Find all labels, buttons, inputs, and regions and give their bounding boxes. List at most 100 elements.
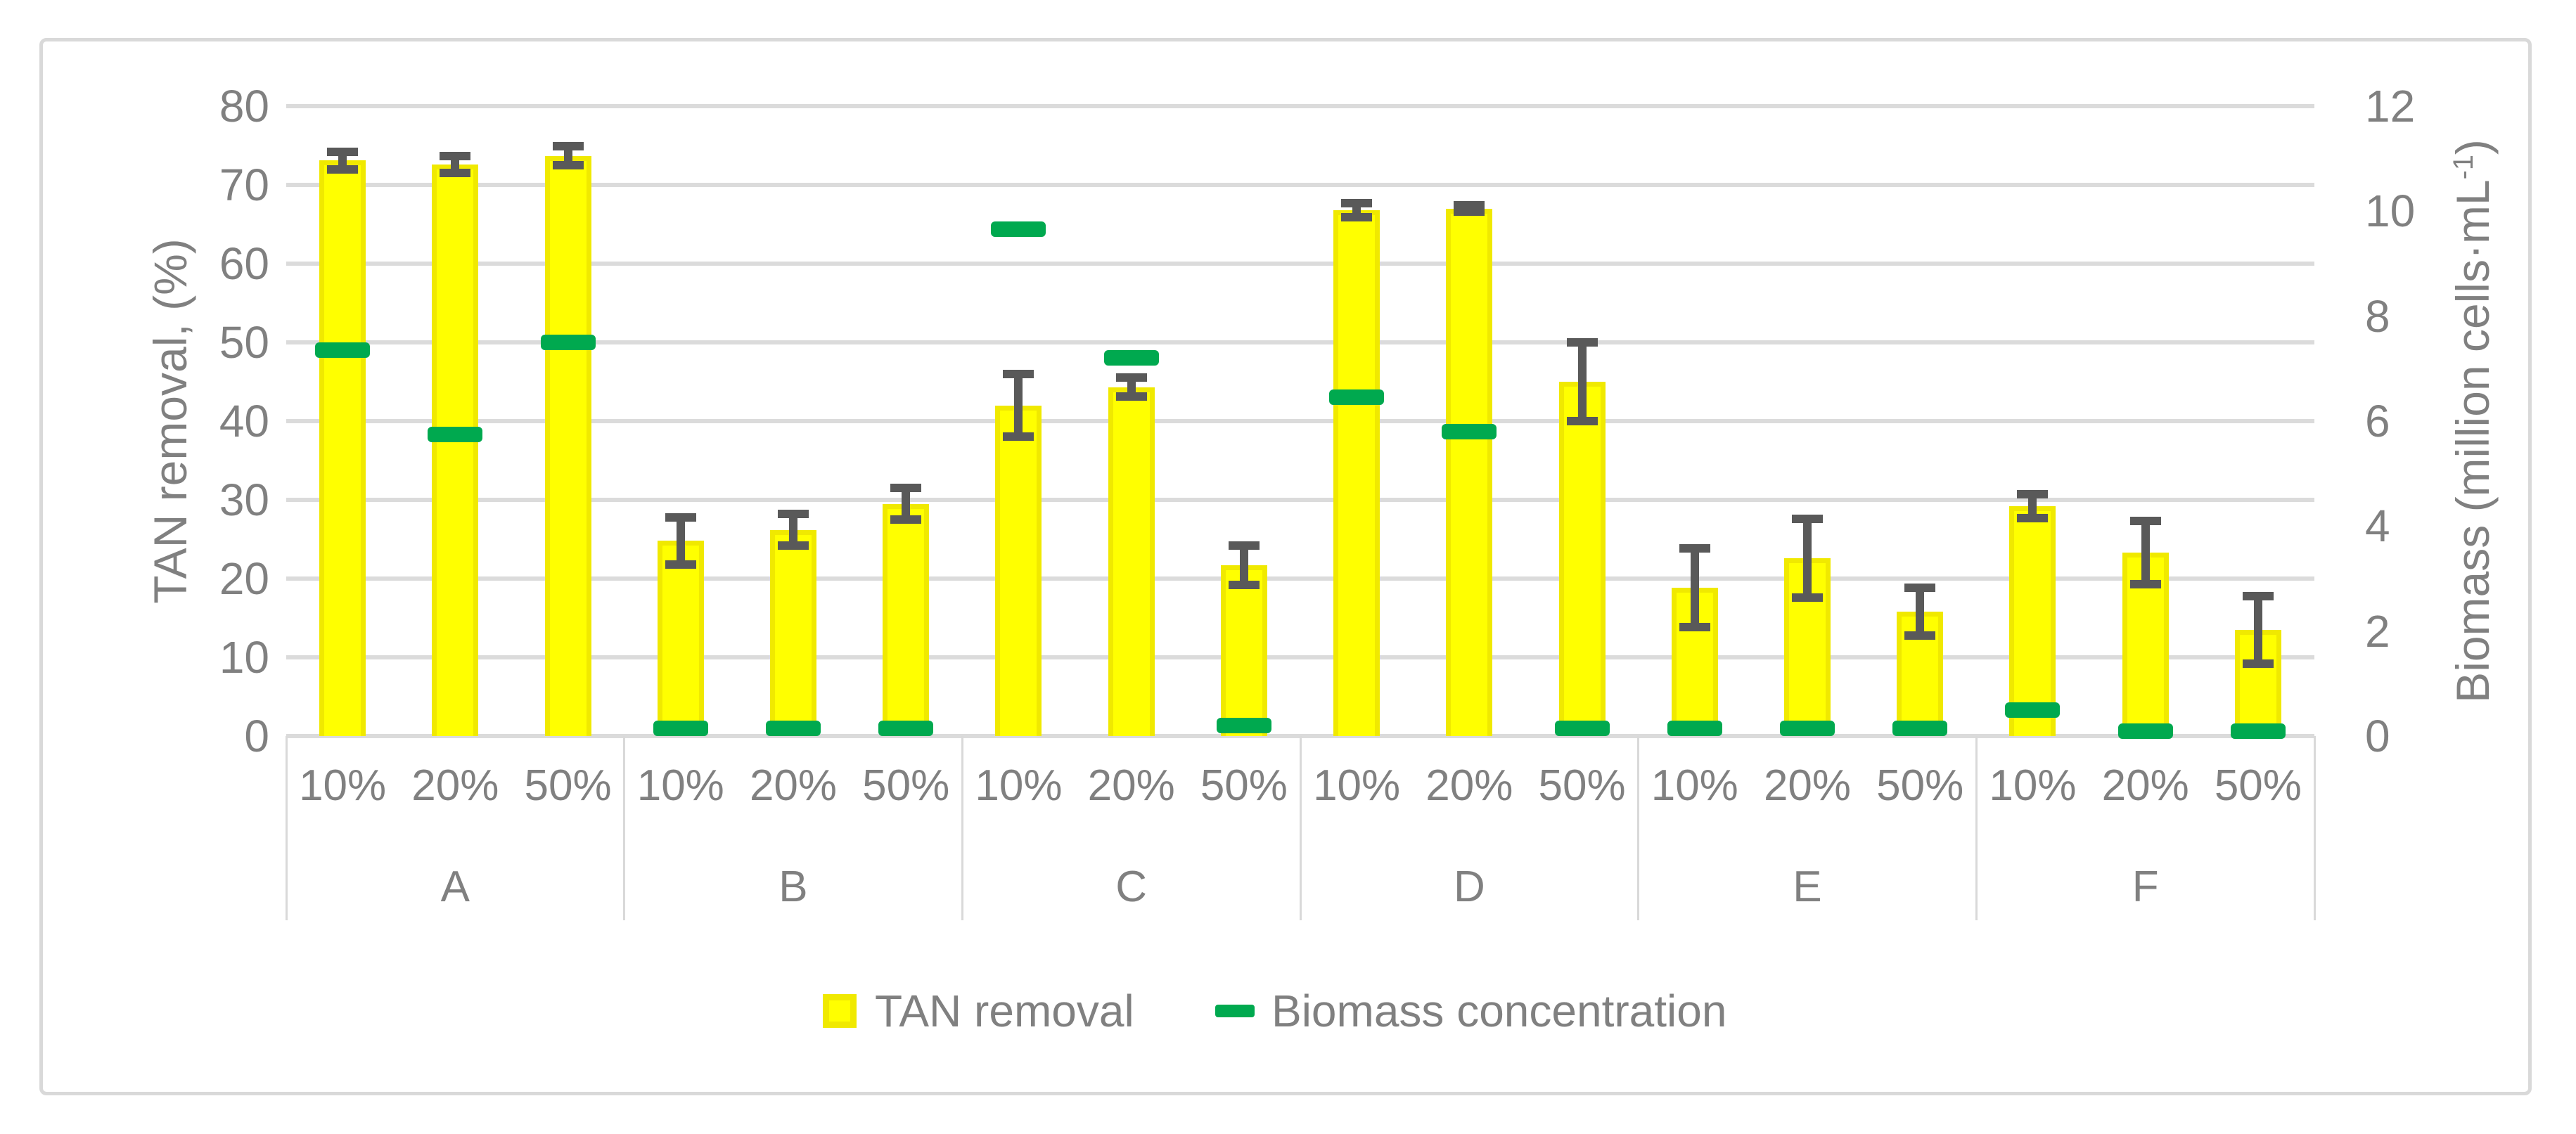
group-separator bbox=[961, 736, 963, 920]
error-bar-line-E-10% bbox=[1690, 548, 1699, 628]
biomass-dash-E-20% bbox=[1780, 720, 1835, 736]
gridline-20 bbox=[286, 576, 2314, 581]
category-label-D-10%: 10% bbox=[1313, 761, 1401, 810]
error-bar-cap-bottom-D-20% bbox=[1454, 207, 1485, 217]
category-label-E-10%: 10% bbox=[1651, 761, 1738, 810]
tan-removal-bar-B-20% bbox=[770, 529, 816, 736]
tan-removal-bar-D-50% bbox=[1558, 382, 1606, 736]
right-axis-tick-6: 6 bbox=[2365, 396, 2390, 446]
error-bar-cap-bottom-C-10% bbox=[1003, 432, 1034, 442]
group-label-F: F bbox=[2132, 863, 2159, 911]
error-bar-line-A-50% bbox=[563, 146, 572, 165]
tan-removal-bar-A-50% bbox=[544, 155, 591, 736]
category-label-A-10%: 10% bbox=[299, 761, 387, 810]
category-label-D-50%: 50% bbox=[1538, 761, 1626, 810]
error-bar-cap-top-E-20% bbox=[1792, 514, 1823, 523]
left-axis-tick-50: 50 bbox=[219, 317, 269, 368]
tan-removal-bar-D-20% bbox=[1446, 208, 1493, 736]
error-bar-line-C-20% bbox=[1127, 378, 1136, 397]
error-bar-cap-top-B-20% bbox=[778, 510, 809, 519]
error-bar-line-B-10% bbox=[676, 517, 685, 565]
category-label-B-10%: 10% bbox=[636, 761, 724, 810]
biomass-dash-A-50% bbox=[540, 335, 596, 350]
error-bar-cap-top-F-10% bbox=[2017, 490, 2049, 499]
group-label-E: E bbox=[1793, 863, 1822, 911]
error-bar-cap-bottom-B-50% bbox=[890, 515, 922, 524]
left-axis-tick-60: 60 bbox=[219, 238, 269, 289]
error-bar-cap-top-B-50% bbox=[890, 484, 922, 493]
biomass-dash-B-20% bbox=[766, 720, 821, 736]
error-bar-cap-top-E-50% bbox=[1904, 584, 1936, 593]
error-bar-cap-bottom-C-20% bbox=[1115, 392, 1147, 401]
error-bar-cap-top-A-20% bbox=[440, 151, 471, 160]
biomass-dash-F-10% bbox=[2005, 702, 2061, 718]
error-bar-line-C-10% bbox=[1014, 373, 1023, 437]
error-bar-cap-top-A-10% bbox=[327, 147, 359, 156]
tan-removal-bar-A-10% bbox=[319, 160, 366, 736]
tan-removal-bar-C-20% bbox=[1108, 387, 1155, 736]
biomass-dash-E-50% bbox=[1892, 720, 1948, 736]
biomass-dash-E-10% bbox=[1667, 720, 1722, 736]
error-bar-cap-bottom-E-20% bbox=[1792, 593, 1823, 602]
error-bar-cap-bottom-C-50% bbox=[1228, 580, 1260, 589]
tan-removal-bar-B-50% bbox=[883, 503, 930, 736]
gridline-40 bbox=[286, 419, 2314, 423]
category-label-F-50%: 50% bbox=[2214, 761, 2302, 810]
category-label-A-20%: 20% bbox=[411, 761, 499, 810]
tan-removal-bar-F-10% bbox=[2009, 505, 2056, 736]
error-bar-cap-bottom-B-10% bbox=[665, 560, 696, 569]
biomass-dash-A-10% bbox=[315, 342, 371, 359]
error-bar-cap-top-D-10% bbox=[1341, 198, 1373, 207]
legend-item-tan-removal: TAN removal bbox=[823, 986, 1134, 1036]
right-axis-tick-10: 10 bbox=[2365, 186, 2416, 237]
biomass-dash-D-10% bbox=[1329, 389, 1385, 406]
category-label-C-50%: 50% bbox=[1200, 761, 1288, 810]
tan-removal-legend-swatch bbox=[823, 994, 857, 1028]
biomass-dash-F-50% bbox=[2230, 723, 2286, 739]
tan-removal-legend-label: TAN removal bbox=[875, 986, 1134, 1036]
group-label-A: A bbox=[440, 863, 470, 911]
error-bar-cap-bottom-F-50% bbox=[2242, 659, 2274, 668]
gridline-30 bbox=[286, 498, 2314, 502]
error-bar-cap-bottom-A-20% bbox=[440, 169, 471, 178]
error-bar-line-F-50% bbox=[2253, 595, 2262, 664]
category-label-A-50%: 50% bbox=[524, 761, 612, 810]
biomass-dash-C-10% bbox=[991, 221, 1046, 238]
error-bar-cap-top-C-20% bbox=[1115, 373, 1147, 382]
right-axis-tick-8: 8 bbox=[2365, 290, 2390, 342]
error-bar-cap-top-F-20% bbox=[2129, 517, 2161, 526]
error-bar-cap-bottom-D-50% bbox=[1566, 417, 1598, 425]
right-axis-tick-12: 12 bbox=[2365, 81, 2416, 131]
tan-removal-bar-C-50% bbox=[1220, 565, 1267, 736]
error-bar-cap-bottom-B-20% bbox=[778, 541, 809, 550]
right-axis-title-close: ) bbox=[2447, 139, 2499, 155]
gridline-70 bbox=[286, 183, 2314, 187]
gridline-10 bbox=[286, 655, 2314, 659]
error-bar-line-A-20% bbox=[451, 155, 460, 174]
left-axis-tick-30: 30 bbox=[219, 475, 269, 525]
left-axis-tick-80: 80 bbox=[219, 81, 269, 131]
group-label-C: C bbox=[1115, 863, 1148, 911]
error-bar-cap-top-E-10% bbox=[1679, 544, 1710, 553]
left-axis-tick-20: 20 bbox=[219, 553, 269, 604]
group-label-B: B bbox=[778, 863, 808, 911]
biomass-legend-label: Biomass concentration bbox=[1271, 986, 1727, 1036]
biomass-dash-A-20% bbox=[428, 426, 483, 442]
gridline-60 bbox=[286, 262, 2314, 266]
group-separator bbox=[623, 736, 626, 920]
tan-removal-bar-C-10% bbox=[995, 405, 1042, 736]
tan-removal-bar-B-10% bbox=[657, 541, 704, 736]
error-bar-cap-top-C-10% bbox=[1003, 369, 1034, 378]
group-separator bbox=[1299, 736, 1302, 920]
legend-item-biomass: Biomass concentration bbox=[1215, 986, 1726, 1036]
error-bar-line-B-20% bbox=[789, 514, 797, 546]
biomass-legend-swatch bbox=[1215, 1005, 1255, 1017]
error-bar-cap-top-A-50% bbox=[552, 142, 584, 151]
error-bar-line-A-10% bbox=[338, 151, 347, 169]
biomass-dash-D-50% bbox=[1554, 720, 1610, 736]
error-bar-line-F-20% bbox=[2141, 521, 2150, 584]
category-label-F-10%: 10% bbox=[1989, 761, 2077, 810]
gridline-80 bbox=[286, 104, 2314, 108]
group-label-D: D bbox=[1453, 863, 1485, 911]
